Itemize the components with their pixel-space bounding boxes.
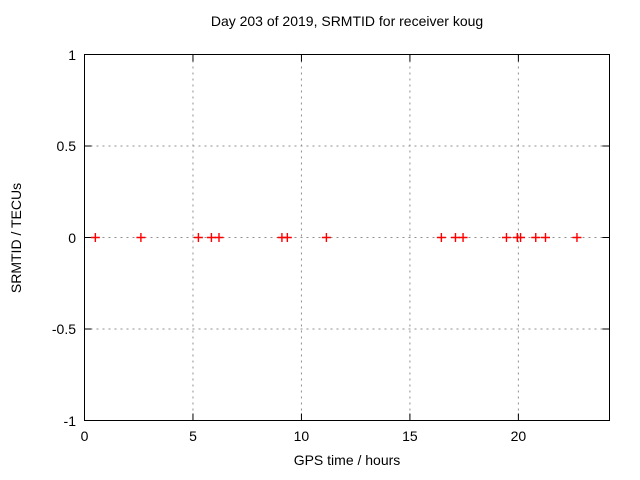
data-point-plus-marker [516, 233, 526, 242]
data-point-plus-marker [214, 233, 224, 242]
data-point-plus-marker [541, 233, 551, 242]
data-point-plus-marker [501, 233, 511, 242]
y-tick-label: -0.5 [51, 321, 76, 337]
x-tick-label: 20 [510, 428, 527, 444]
data-point-plus-marker [282, 233, 292, 242]
data-point-plus-marker [193, 233, 203, 242]
x-tick-label: 0 [80, 428, 89, 444]
data-point-plus-marker [450, 233, 460, 242]
y-tick-label: 0.5 [56, 138, 76, 154]
y-tick-label: 0 [68, 229, 76, 246]
data-point-plus-marker [136, 233, 146, 242]
y-tick-label: -1 [63, 412, 76, 429]
x-axis-label: GPS time / hours [293, 452, 401, 468]
data-point-plus-marker [90, 233, 100, 242]
x-tick-label: 15 [402, 428, 418, 444]
chart-title: Day 203 of 2019, SRMTID for receiver kou… [210, 13, 484, 29]
data-point-plus-marker [458, 233, 468, 242]
data-point-plus-marker [531, 233, 541, 242]
data-point-plus-marker [572, 233, 582, 242]
x-tick-label: 10 [293, 428, 310, 444]
data-point-plus-marker [206, 233, 216, 242]
data-point-plus-marker [436, 233, 446, 242]
data-point-plus-marker [321, 233, 331, 242]
y-tick-label: 1 [68, 46, 76, 63]
x-tick-label: 5 [189, 428, 197, 444]
